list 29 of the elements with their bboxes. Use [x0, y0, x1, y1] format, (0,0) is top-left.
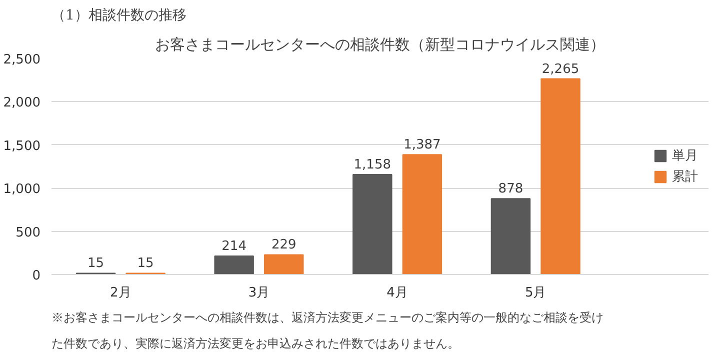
data-label: 214 [222, 239, 246, 254]
bar [264, 254, 304, 274]
data-label: 2,265 [542, 62, 580, 77]
data-label: 229 [271, 238, 296, 253]
y-tick-label: 2,000 [3, 96, 40, 111]
text: （1）相談件数の推移 [52, 8, 186, 24]
y-tick-label: 2,500 [3, 52, 40, 68]
x-tick-label: 4月 [386, 286, 408, 300]
text: ※お客さまコールセンターへの相談件数は、返済方法変更メニューのご案内等の一般的なご相談を受けた件数であり、実際に返済方法変更をお申込みされた件数ではありません。 [52, 310, 604, 350]
y-tick-label: 500 [16, 225, 41, 240]
data-label: 1,158 [354, 157, 392, 172]
chart-title: お客さまコールセンターへの相談件数（新型コロナウイルス関連） [155, 36, 605, 54]
bar [490, 198, 531, 274]
data-label: 878 [498, 182, 524, 197]
y-tick-label: 0 [32, 268, 41, 284]
y-tick-label: 1,500 [3, 138, 40, 154]
data-label: 15 [137, 256, 154, 272]
bar [540, 78, 580, 274]
y-tick-label: 1,000 [3, 182, 40, 198]
bar [214, 256, 254, 274]
x-tick-label: 5月 [524, 286, 546, 300]
x-tick-label: 2月 [110, 286, 132, 300]
legend-label: 累計 [672, 168, 698, 186]
data-label: 15 [87, 256, 104, 272]
bar [352, 174, 392, 274]
x-tick-label: 3月 [248, 286, 270, 300]
bar [402, 154, 442, 274]
data-label: 1,387 [404, 138, 441, 153]
legend-label: 単月 [672, 148, 698, 164]
